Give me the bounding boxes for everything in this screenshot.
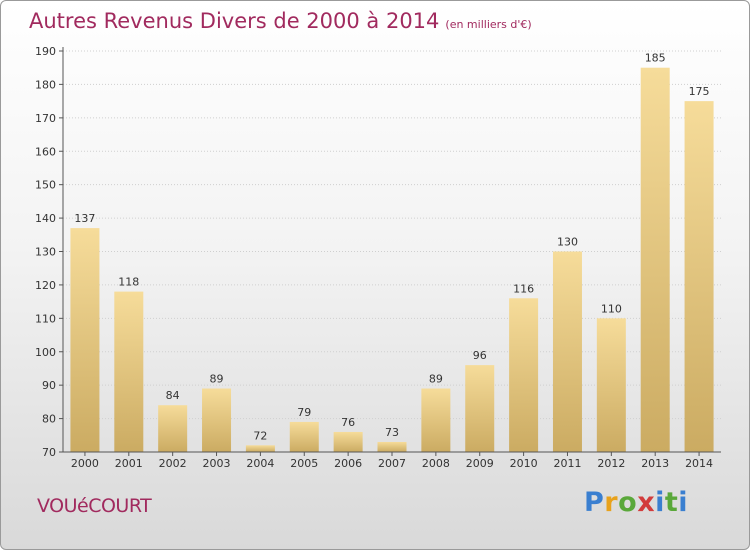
x-tick-label: 2002 <box>159 457 187 470</box>
chart-title-text: Autres Revenus Divers de 2000 à 2014 <box>29 9 440 33</box>
bar <box>333 431 363 452</box>
data-label: 72 <box>253 429 267 442</box>
chart-subtitle: (en milliers d'€) <box>445 18 532 31</box>
bar <box>509 298 539 452</box>
logo-letter: o <box>618 487 638 518</box>
data-label: 96 <box>473 349 487 362</box>
data-label: 137 <box>74 212 95 225</box>
x-tick-label: 2001 <box>115 457 143 470</box>
y-tick-label: 80 <box>42 413 56 426</box>
y-tick-label: 190 <box>35 45 56 58</box>
logo-letter: i <box>655 487 665 518</box>
x-tick-label: 2004 <box>246 457 274 470</box>
logo-letter: P <box>584 487 605 518</box>
data-label: 110 <box>601 302 622 315</box>
labels: 137 2000 118 2001 84 2002 89 2003 72 2004 79 2005 76… <box>71 52 713 470</box>
proxiti-logo[interactable]: Proxiti <box>584 487 688 518</box>
data-label: 89 <box>429 373 443 386</box>
y-tick-label: 90 <box>42 379 56 392</box>
data-label: 130 <box>557 236 578 249</box>
bar <box>289 421 319 452</box>
logo-letter: x <box>637 487 656 518</box>
data-label: 73 <box>385 426 399 439</box>
axes: 70 80 90 100 110 120 130 140 150 160 170 180 190 <box>35 45 721 459</box>
bar <box>465 365 495 452</box>
bar <box>684 101 714 452</box>
city-name: VOUéCOURT <box>37 495 152 517</box>
data-label: 89 <box>210 373 224 386</box>
y-tick-label: 70 <box>42 446 56 459</box>
x-tick-label: 2012 <box>597 457 625 470</box>
y-tick-label: 120 <box>35 279 56 292</box>
x-tick-label: 2005 <box>290 457 318 470</box>
x-tick-label: 2000 <box>71 457 99 470</box>
y-tick-label: 110 <box>35 312 56 325</box>
y-tick-label: 140 <box>35 212 56 225</box>
bar <box>640 67 670 452</box>
bar <box>245 445 275 452</box>
x-tick-label: 2006 <box>334 457 362 470</box>
x-tick-label: 2003 <box>203 457 231 470</box>
x-tick-label: 2013 <box>641 457 669 470</box>
bar <box>70 228 100 452</box>
data-label: 116 <box>513 282 534 295</box>
y-tick-label: 160 <box>35 145 56 158</box>
logo-letter: r <box>604 487 619 518</box>
y-tick-label: 100 <box>35 346 56 359</box>
y-tick-label: 170 <box>35 112 56 125</box>
bars <box>70 67 714 452</box>
logo-letter: t <box>664 487 679 518</box>
x-tick-label: 2011 <box>553 457 581 470</box>
bar <box>421 388 451 452</box>
x-tick-label: 2014 <box>685 457 713 470</box>
bar <box>596 318 626 452</box>
data-label: 175 <box>689 85 710 98</box>
data-label: 76 <box>341 416 355 429</box>
bar <box>114 291 144 452</box>
bar <box>552 251 582 452</box>
chart-title: Autres Revenus Divers de 2000 à 2014 (en … <box>29 9 532 33</box>
data-label: 118 <box>118 276 139 289</box>
data-label: 185 <box>645 52 666 65</box>
y-tick-label: 150 <box>35 179 56 192</box>
logo-letter: i <box>678 487 689 518</box>
x-tick-label: 2009 <box>466 457 494 470</box>
x-tick-label: 2007 <box>378 457 406 470</box>
y-tick-label: 180 <box>35 78 56 91</box>
x-tick-label: 2008 <box>422 457 450 470</box>
bar <box>158 405 188 452</box>
x-tick-label: 2010 <box>510 457 538 470</box>
bar <box>202 388 232 452</box>
data-label: 79 <box>297 406 311 419</box>
bar <box>377 441 407 452</box>
y-tick-label: 130 <box>35 246 56 259</box>
data-label: 84 <box>166 389 180 402</box>
